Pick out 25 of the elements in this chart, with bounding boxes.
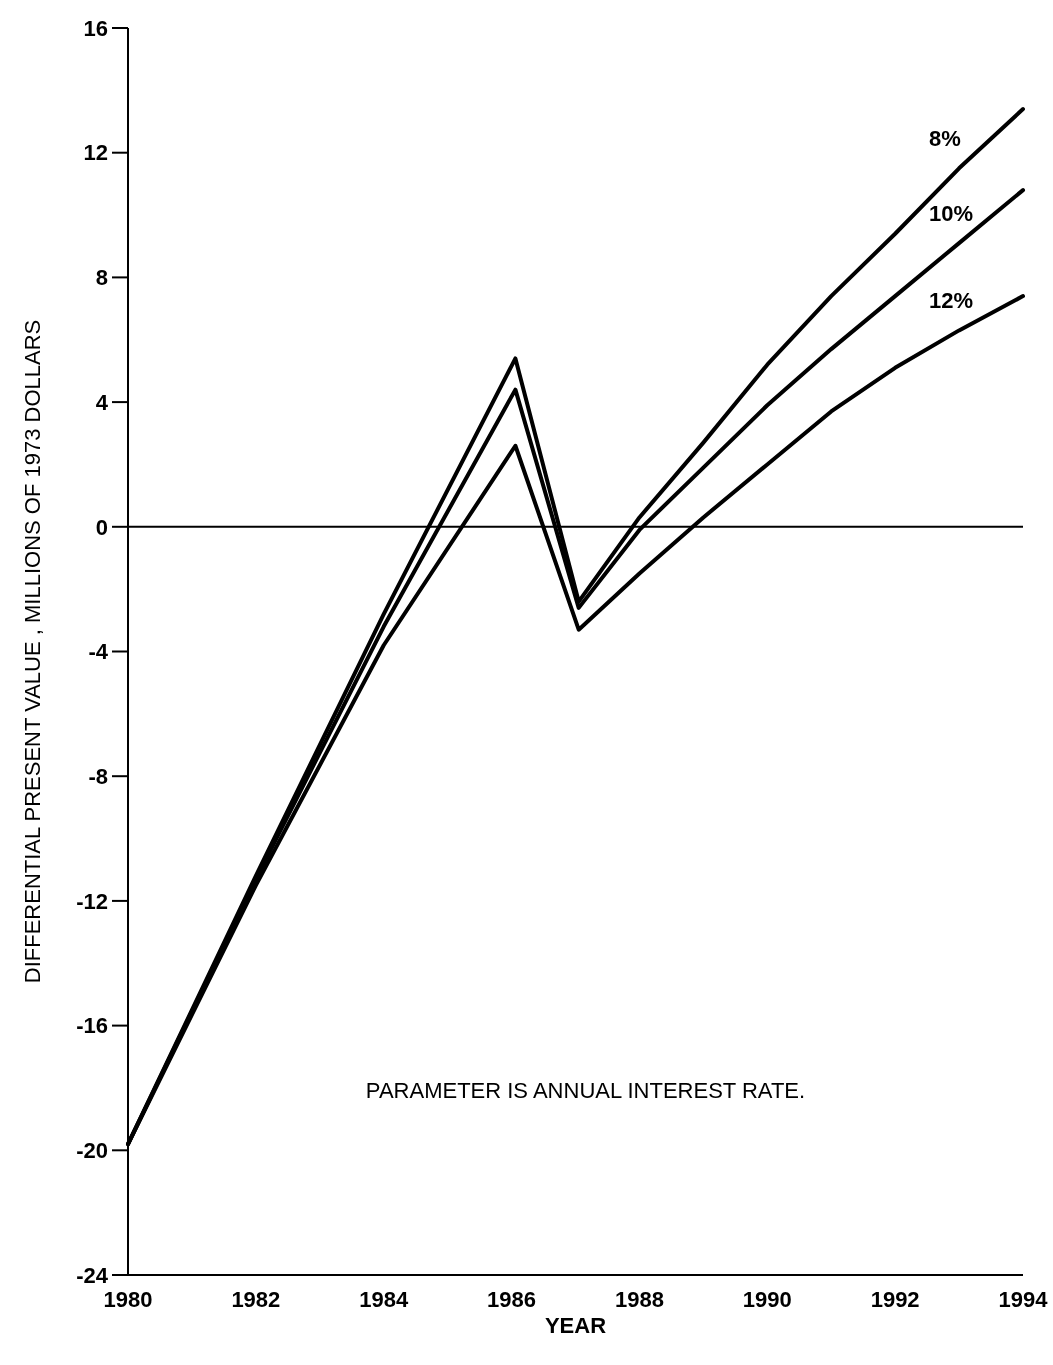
x-tick-label: 1992 xyxy=(870,1287,920,1312)
series-label: 8% xyxy=(929,126,961,152)
y-tick-label: -8 xyxy=(88,763,108,789)
y-tick-label: -4 xyxy=(88,639,109,665)
y-tick-label: -20 xyxy=(76,1138,108,1163)
x-tick-label: 1984 xyxy=(359,1287,409,1312)
x-axis-title: YEAR xyxy=(544,1313,607,1338)
y-tick-label: 12 xyxy=(83,140,108,166)
y-tick-label: -12 xyxy=(76,888,108,914)
y-axis-title: DIFFERENTIAL PRESENT VALUE , MILLIONS OF 1973 DOLLARS xyxy=(20,319,45,984)
x-tick-label: 1986 xyxy=(487,1287,537,1312)
x-tick-label: 1982 xyxy=(231,1287,281,1312)
x-tick-label: 1980 xyxy=(103,1287,153,1312)
y-tick-label: -24 xyxy=(76,1262,109,1288)
x-tick-label: 1990 xyxy=(742,1287,792,1312)
series-label: 10% xyxy=(929,201,974,227)
x-tick-label: 1988 xyxy=(614,1287,664,1312)
y-tick-label: -16 xyxy=(76,1013,108,1039)
x-tick-label: 1994 xyxy=(998,1287,1049,1312)
annotation: PARAMETER IS ANNUAL INTEREST RATE. xyxy=(365,1077,806,1103)
y-tick-label: 8 xyxy=(95,265,108,291)
y-tick-label: 0 xyxy=(95,514,108,540)
y-tick-label: 16 xyxy=(83,15,108,41)
series-label: 12% xyxy=(929,288,974,314)
y-tick-label: 4 xyxy=(95,389,109,415)
